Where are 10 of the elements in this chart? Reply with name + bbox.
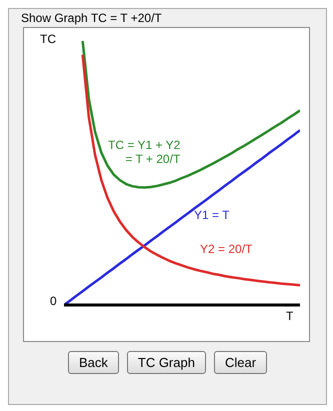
chart-title: Show Graph TC = T +20/T (19, 11, 164, 25)
series-label: Y1 = T (194, 208, 230, 222)
series-label: TC = Y1 + Y2 = T + 20/T (108, 138, 180, 166)
text: TC Graph (126, 351, 206, 374)
y-axis-title: TC (40, 32, 56, 46)
text: Clear (214, 351, 268, 374)
series-label: Y2 = 20/T (200, 242, 252, 256)
x-axis-title: T (286, 309, 294, 323)
text: Back (68, 351, 119, 374)
text: 0 (50, 294, 57, 308)
